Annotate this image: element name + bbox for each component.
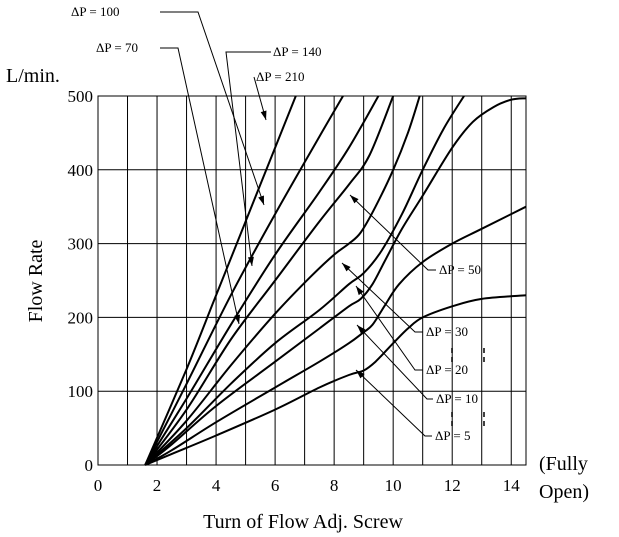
series-line-dp210 — [144, 95, 297, 466]
series-line-dp10 — [144, 205, 527, 466]
y-tick-label: 100 — [68, 382, 94, 401]
annotation-dp50: ΔP = 50 — [439, 262, 481, 277]
annotation-dp140: ΔP = 140 — [273, 44, 321, 59]
annotation-dp20: ΔP = 20 — [426, 362, 468, 377]
y-tick-label: 300 — [68, 235, 94, 254]
leader-dp70-arrowhead — [234, 314, 240, 324]
annotation-dp10: ΔP = 10 — [436, 391, 478, 406]
leader-dp70 — [160, 47, 240, 325]
x-tick-label: 2 — [153, 476, 162, 495]
leader-dp50-arrowhead — [350, 195, 359, 204]
series-line-dp20 — [144, 97, 527, 466]
leader-dp140-arrowhead — [247, 256, 254, 266]
y-tick-label: 500 — [68, 87, 94, 106]
tick-labels: 0 2 4 6 8 10 12 14 0 100 200 300 400 500 — [68, 87, 521, 495]
x-end-note-line2: Open) — [539, 481, 589, 503]
leader-dp30 — [341, 262, 423, 333]
x-tick-label: 4 — [212, 476, 221, 495]
y-tick-label: 200 — [68, 308, 94, 327]
x-end-note-line1: (Fully — [539, 453, 588, 475]
annotation-dp30: ΔP = 30 — [426, 324, 468, 339]
y-unit-label: L/min. — [6, 65, 60, 87]
series-line-dp30 — [144, 95, 465, 466]
x-tick-label: 6 — [271, 476, 280, 495]
y-tick-label: 400 — [68, 161, 94, 180]
annotations: ΔP = 100 ΔP = 70 ΔP = 140 ΔP = 210 ΔP = … — [71, 4, 481, 443]
annotation-leaders — [160, 11, 485, 437]
x-tick-label: 12 — [444, 476, 461, 495]
series-line-dp70 — [144, 95, 395, 466]
leader-dp20 — [355, 285, 423, 371]
y-tick-label: 0 — [85, 456, 94, 475]
x-axis-title: Turn of Flow Adj. Screw — [203, 511, 403, 533]
annotation-dp100: ΔP = 100 — [71, 4, 119, 19]
x-tick-label: 14 — [503, 476, 521, 495]
plot-frame — [97, 95, 527, 466]
leader-dp10 — [356, 324, 433, 400]
leader-dp5-arrowhead — [356, 370, 365, 379]
leader-dp140 — [225, 51, 271, 267]
grid — [97, 95, 527, 466]
annotation-dp70: ΔP = 70 — [96, 40, 138, 55]
leader-dp20-arrowhead — [356, 286, 364, 296]
leader-dp10-arrowhead — [357, 325, 366, 334]
annotation-dp5: ΔP = 5 — [435, 428, 470, 443]
series-line-dp5 — [144, 294, 527, 466]
annotation-dp210: ΔP = 210 — [256, 69, 304, 84]
leader-dp5 — [355, 369, 432, 437]
leader-dp50 — [349, 194, 436, 271]
leader-dp30-arrowhead — [342, 263, 351, 272]
leader-dp210-arrowhead — [260, 110, 267, 120]
series-curves — [144, 95, 527, 466]
series-line-dp140 — [144, 95, 344, 466]
x-tick-label: 10 — [385, 476, 402, 495]
x-tick-label: 8 — [330, 476, 339, 495]
leader-dp100 — [160, 11, 265, 206]
x-tick-label: 0 — [94, 476, 103, 495]
y-axis-title: Flow Rate — [25, 239, 47, 322]
leader-dp100-arrowhead — [258, 195, 264, 205]
series-line-dp50 — [144, 95, 421, 466]
series-line-dp100 — [144, 95, 380, 466]
